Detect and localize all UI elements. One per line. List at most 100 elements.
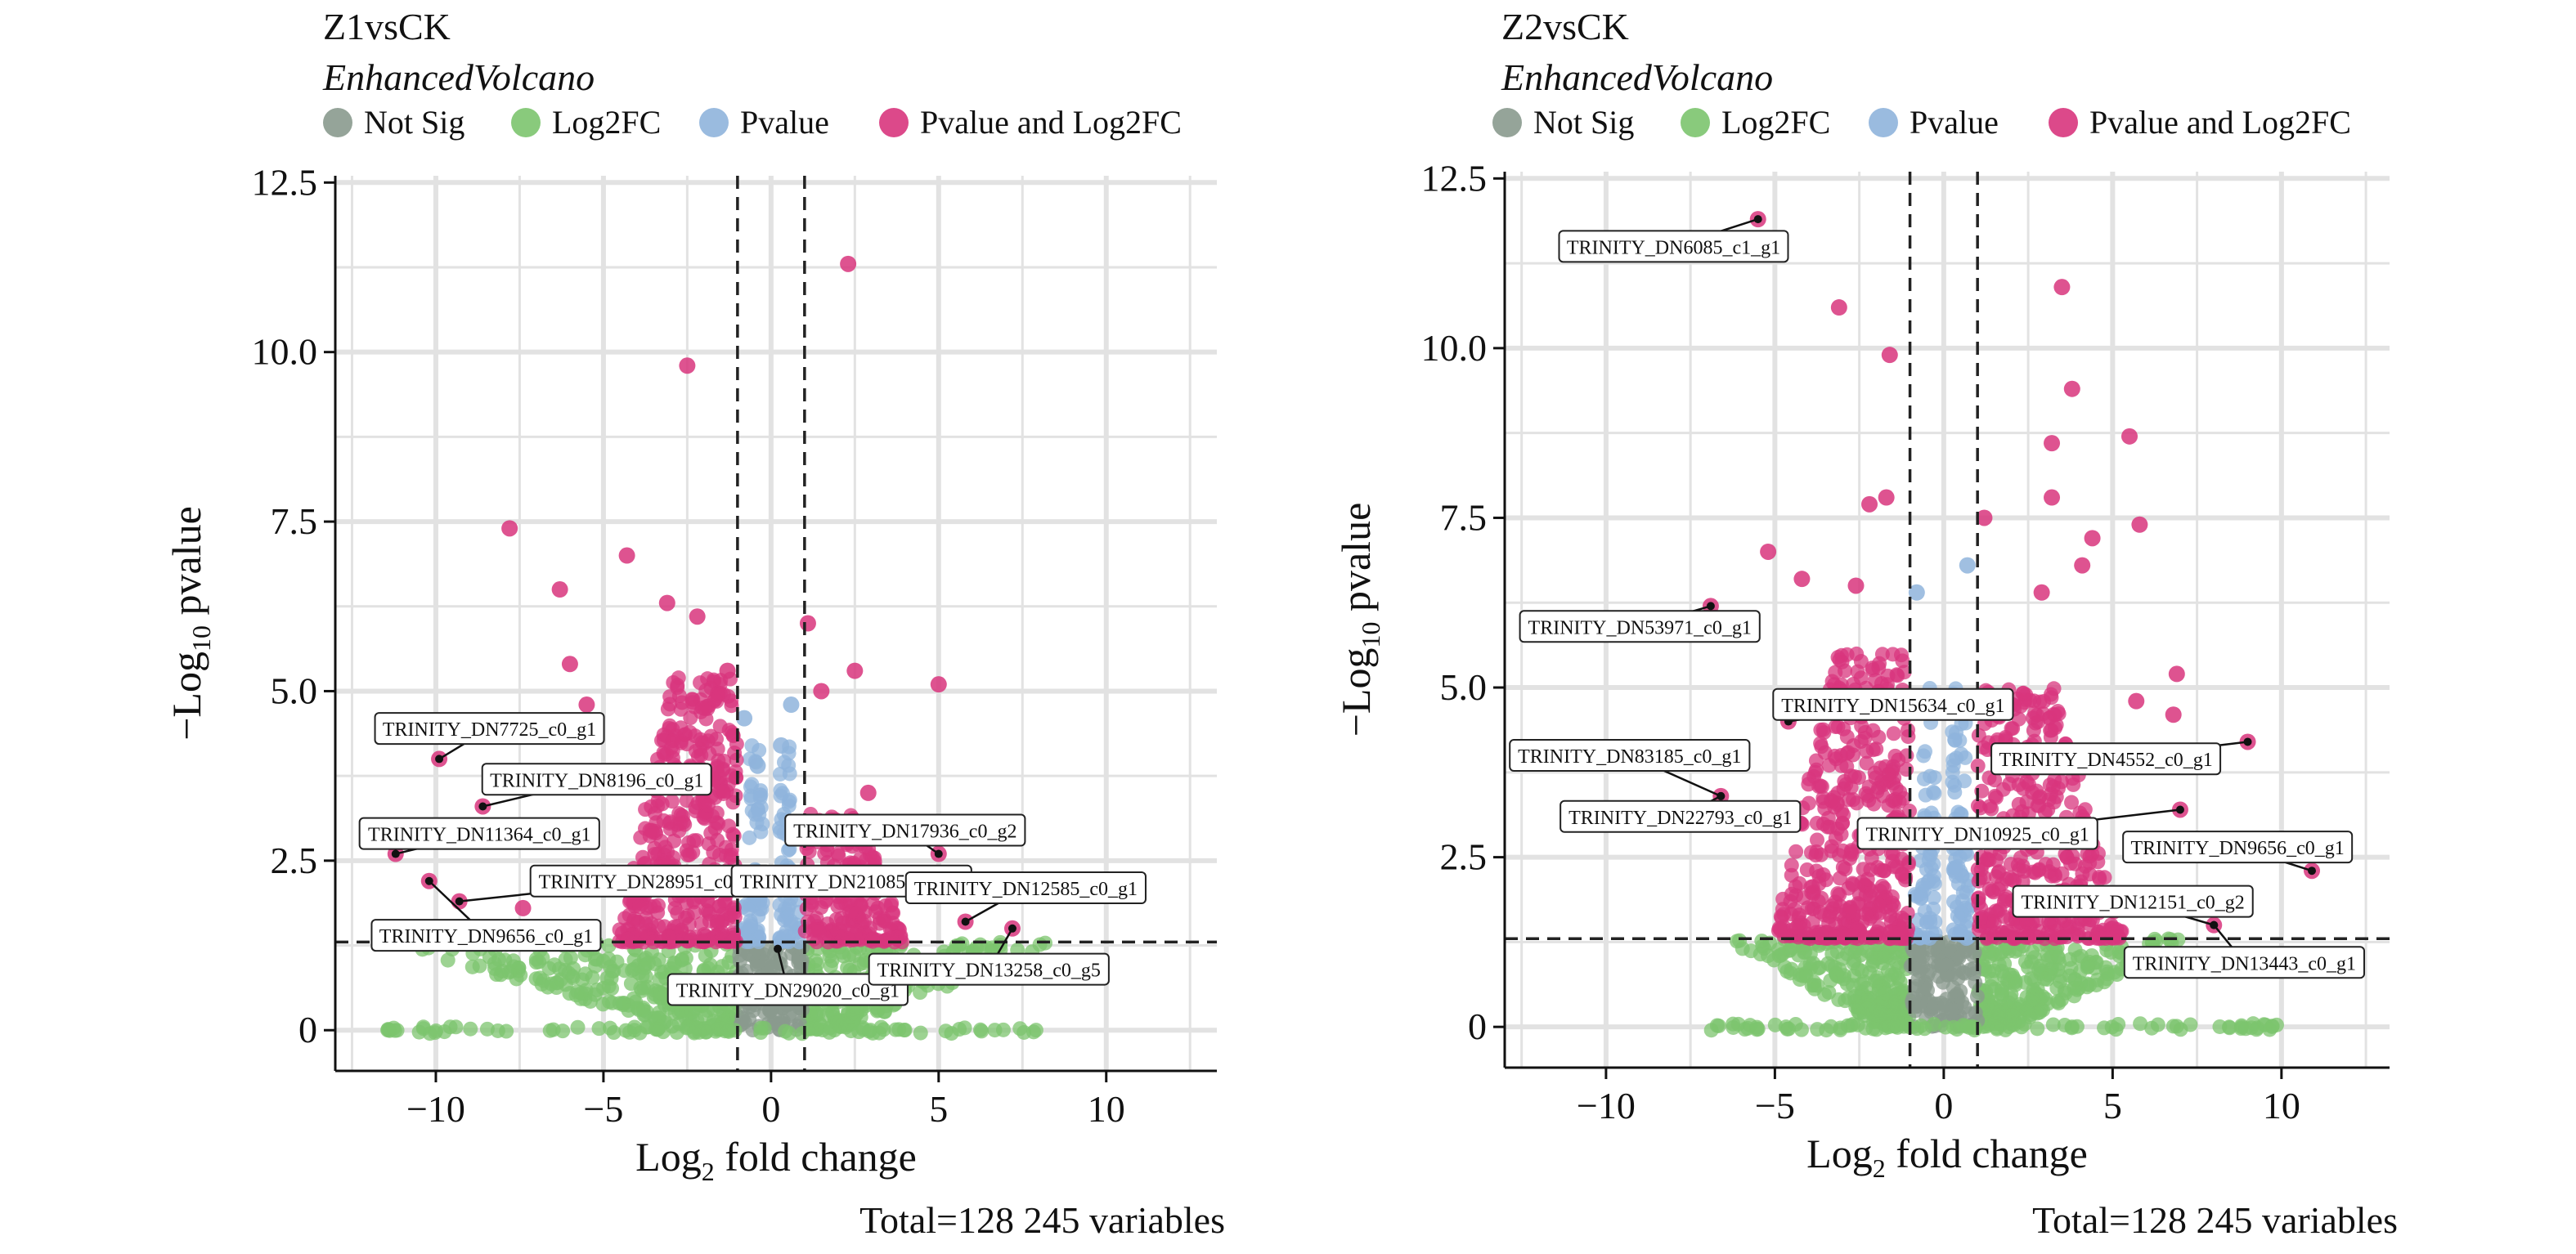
point-both [698,701,713,717]
y-tick-label: 10.0 [252,331,318,373]
point-both [2072,805,2088,821]
point-both [1972,922,1987,938]
point-both [1988,903,2004,919]
point-both [682,724,698,740]
point-p [744,738,760,754]
point-fc [1802,946,1818,961]
point-both [2017,863,2032,879]
point-both [813,683,830,700]
point-p [781,843,797,858]
point-p [744,777,760,792]
point-both [1894,910,1910,925]
point-both [561,656,578,673]
point-both [618,547,635,564]
point-fc [491,952,507,967]
point-fc [1850,1017,1865,1032]
point-both [728,764,743,780]
point-fc [2014,1019,2030,1035]
gene-label: TRINITY_DN8196_c0_g1 [490,770,703,791]
point-p [1924,925,1940,941]
point-both [2019,794,2035,809]
legend-label-both: Pvalue and Log2FC [2089,104,2351,141]
point-both [811,924,827,939]
point-both [1887,794,1903,809]
point-both [651,918,666,934]
point-both [1805,915,1820,930]
point-fc [684,1005,700,1020]
point-p [792,934,807,950]
point-fc [553,972,568,988]
point-fc [1012,1021,1028,1037]
point-both [1860,871,1875,887]
point-both [696,809,711,825]
label-arrowhead [1717,791,1726,800]
point-both [1883,908,1898,924]
point-fc [1819,1023,1834,1038]
point-fc [822,1024,837,1040]
label-arrowhead [391,849,400,858]
label-box [784,813,1026,847]
point-fc [2044,949,2059,965]
x-tick-label: 0 [761,1088,780,1130]
point-both [689,608,706,625]
legend-marker-both [879,108,909,137]
point-fc [2030,1021,2045,1037]
point-fc [1807,981,1823,996]
point-fc [823,958,838,974]
point-fc [2103,944,2119,960]
x-axis-title: Log2 fold change [1806,1131,2088,1183]
label-box [1560,799,1802,833]
point-both [1986,916,2002,931]
point-fc [803,1021,819,1037]
gene-label: TRINITY_DN7725_c0_g1 [383,719,596,741]
y-tick-label: 12.5 [252,161,318,203]
point-both [1839,759,1855,774]
point-both [662,718,677,733]
point-fc [1873,1005,1888,1020]
point-fc [615,996,631,1011]
point-fc [2030,1005,2045,1021]
point-fc [808,953,824,969]
point-both [864,932,880,947]
point-fc [846,1005,862,1021]
point-both [1841,792,1856,808]
point-fc [1845,978,1860,993]
point-both [1873,862,1888,878]
points [1702,211,2321,1038]
point-fc [957,1020,972,1036]
point-fc [1878,985,1893,1001]
point-fc [1877,947,1892,963]
point-both [1970,798,1986,813]
point-both [710,687,725,703]
point-fc [2031,992,2046,1007]
label-box [481,763,712,796]
label-box [1509,739,1751,773]
point-fc [1798,968,1814,983]
point-both [2090,854,2106,870]
point-both [666,674,681,690]
x-tick-label: 0 [1934,1085,1953,1126]
point-fc [778,1023,793,1039]
point-both [664,794,680,809]
point-both [635,849,651,865]
point-fc [861,1023,877,1039]
point-fc [1853,947,1869,963]
point-both [1874,878,1890,893]
legend-label-ns: Not Sig [1533,104,1634,141]
point-both [1998,729,2013,745]
point-both [667,900,683,916]
point-p [1915,877,1931,893]
point-both [1760,543,1777,560]
x-axis-title: Log2 fold change [635,1134,917,1186]
label-box [868,952,1110,986]
gene-label: TRINITY_DN10925_c0_g1 [1866,825,2089,846]
x-tick-label: −10 [406,1088,465,1130]
point-fc [1989,1020,2004,1036]
point-fc [448,1019,464,1035]
label-box [370,919,602,952]
gene-label: TRINITY_DN9656_c0_g1 [2131,838,2345,859]
point-p [1947,732,1963,747]
point-p [1945,752,1961,768]
legend: Not Sig Log2FC Pvalue Pvalue and Log2FC [1492,104,2351,141]
label-arrowhead [2175,805,2184,814]
